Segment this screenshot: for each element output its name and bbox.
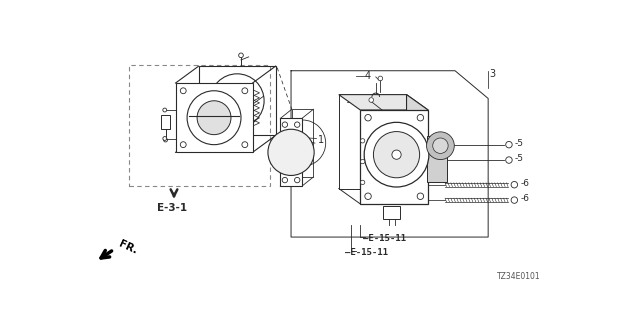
Bar — [129, 65, 270, 186]
Circle shape — [187, 91, 241, 145]
Circle shape — [239, 53, 243, 58]
Text: -6: -6 — [520, 194, 529, 203]
Circle shape — [506, 141, 512, 148]
Text: -6: -6 — [520, 179, 529, 188]
Circle shape — [282, 122, 287, 127]
Circle shape — [180, 142, 186, 148]
Bar — [428, 136, 447, 182]
Text: -5: -5 — [515, 154, 524, 163]
Circle shape — [242, 88, 248, 94]
Circle shape — [369, 98, 374, 102]
Text: 3: 3 — [490, 69, 496, 79]
Circle shape — [365, 193, 371, 199]
Text: TZ34E0101: TZ34E0101 — [497, 272, 541, 281]
Text: E-3-1: E-3-1 — [157, 203, 187, 213]
Circle shape — [426, 132, 454, 160]
Circle shape — [360, 180, 365, 185]
Circle shape — [294, 177, 300, 183]
Text: 2: 2 — [355, 97, 361, 107]
Bar — [383, 206, 400, 219]
Circle shape — [163, 108, 166, 112]
Circle shape — [360, 159, 365, 164]
Circle shape — [511, 181, 518, 188]
Bar — [161, 116, 170, 129]
Circle shape — [511, 197, 518, 203]
Circle shape — [417, 193, 424, 199]
Polygon shape — [339, 95, 428, 110]
Text: —E-15-11: —E-15-11 — [345, 248, 388, 257]
Circle shape — [364, 122, 429, 187]
Circle shape — [373, 132, 420, 178]
Text: 4: 4 — [365, 71, 371, 81]
Circle shape — [433, 138, 448, 153]
Circle shape — [242, 142, 248, 148]
Circle shape — [268, 129, 314, 175]
Bar — [280, 118, 302, 186]
Circle shape — [360, 139, 365, 143]
Polygon shape — [175, 83, 253, 152]
Circle shape — [282, 177, 287, 183]
Circle shape — [197, 101, 231, 135]
Circle shape — [506, 157, 512, 163]
Text: -5: -5 — [515, 139, 524, 148]
Circle shape — [378, 76, 383, 81]
Text: 1: 1 — [318, 135, 324, 145]
Text: —E-15-11: —E-15-11 — [363, 234, 406, 243]
Circle shape — [392, 150, 401, 159]
Circle shape — [180, 88, 186, 94]
Circle shape — [163, 137, 166, 140]
Circle shape — [417, 115, 424, 121]
Circle shape — [365, 115, 371, 121]
Bar — [360, 110, 428, 204]
Circle shape — [294, 122, 300, 127]
Polygon shape — [406, 95, 428, 204]
Text: FR.: FR. — [117, 239, 139, 256]
Circle shape — [164, 138, 168, 142]
